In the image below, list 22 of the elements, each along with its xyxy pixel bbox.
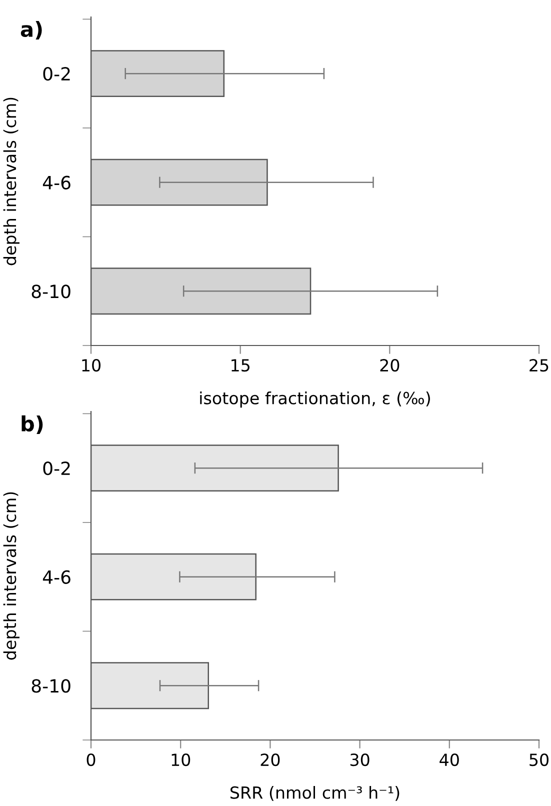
x-tick-label: 20 <box>380 358 400 372</box>
x-tick-label: 20 <box>260 753 280 766</box>
y-tick-label: 0-2 <box>43 462 70 476</box>
y-axis-title: depth intervals (cm) <box>3 492 20 660</box>
y-tick-label: 4-6 <box>42 176 70 190</box>
y-tick-label: 8-10 <box>32 284 70 298</box>
x-tick-label: 10 <box>82 358 100 372</box>
x-axis-title: isotope fractionation, ε (‰) <box>200 391 430 408</box>
y-tick-label: 4-6 <box>42 570 70 584</box>
chart-title: a) <box>20 20 42 40</box>
x-tick-label: 10 <box>172 753 190 766</box>
y-tick-label: 8-10 <box>32 679 70 693</box>
x-axis-title: SRR (nmol cm⁻³ h⁻¹) <box>230 786 400 801</box>
chart-title: b) <box>22 415 43 434</box>
x-tick-label: 25 <box>530 358 548 372</box>
y-axis-title: depth intervals (cm) <box>3 98 20 266</box>
x-tick-label: 40 <box>440 753 459 766</box>
x-tick-label: 0 <box>86 753 96 766</box>
y-tick-label: 0-2 <box>43 67 70 81</box>
x-tick-label: 50 <box>530 753 548 766</box>
x-tick-label: 30 <box>350 753 370 766</box>
x-tick-label: 15 <box>232 359 250 372</box>
